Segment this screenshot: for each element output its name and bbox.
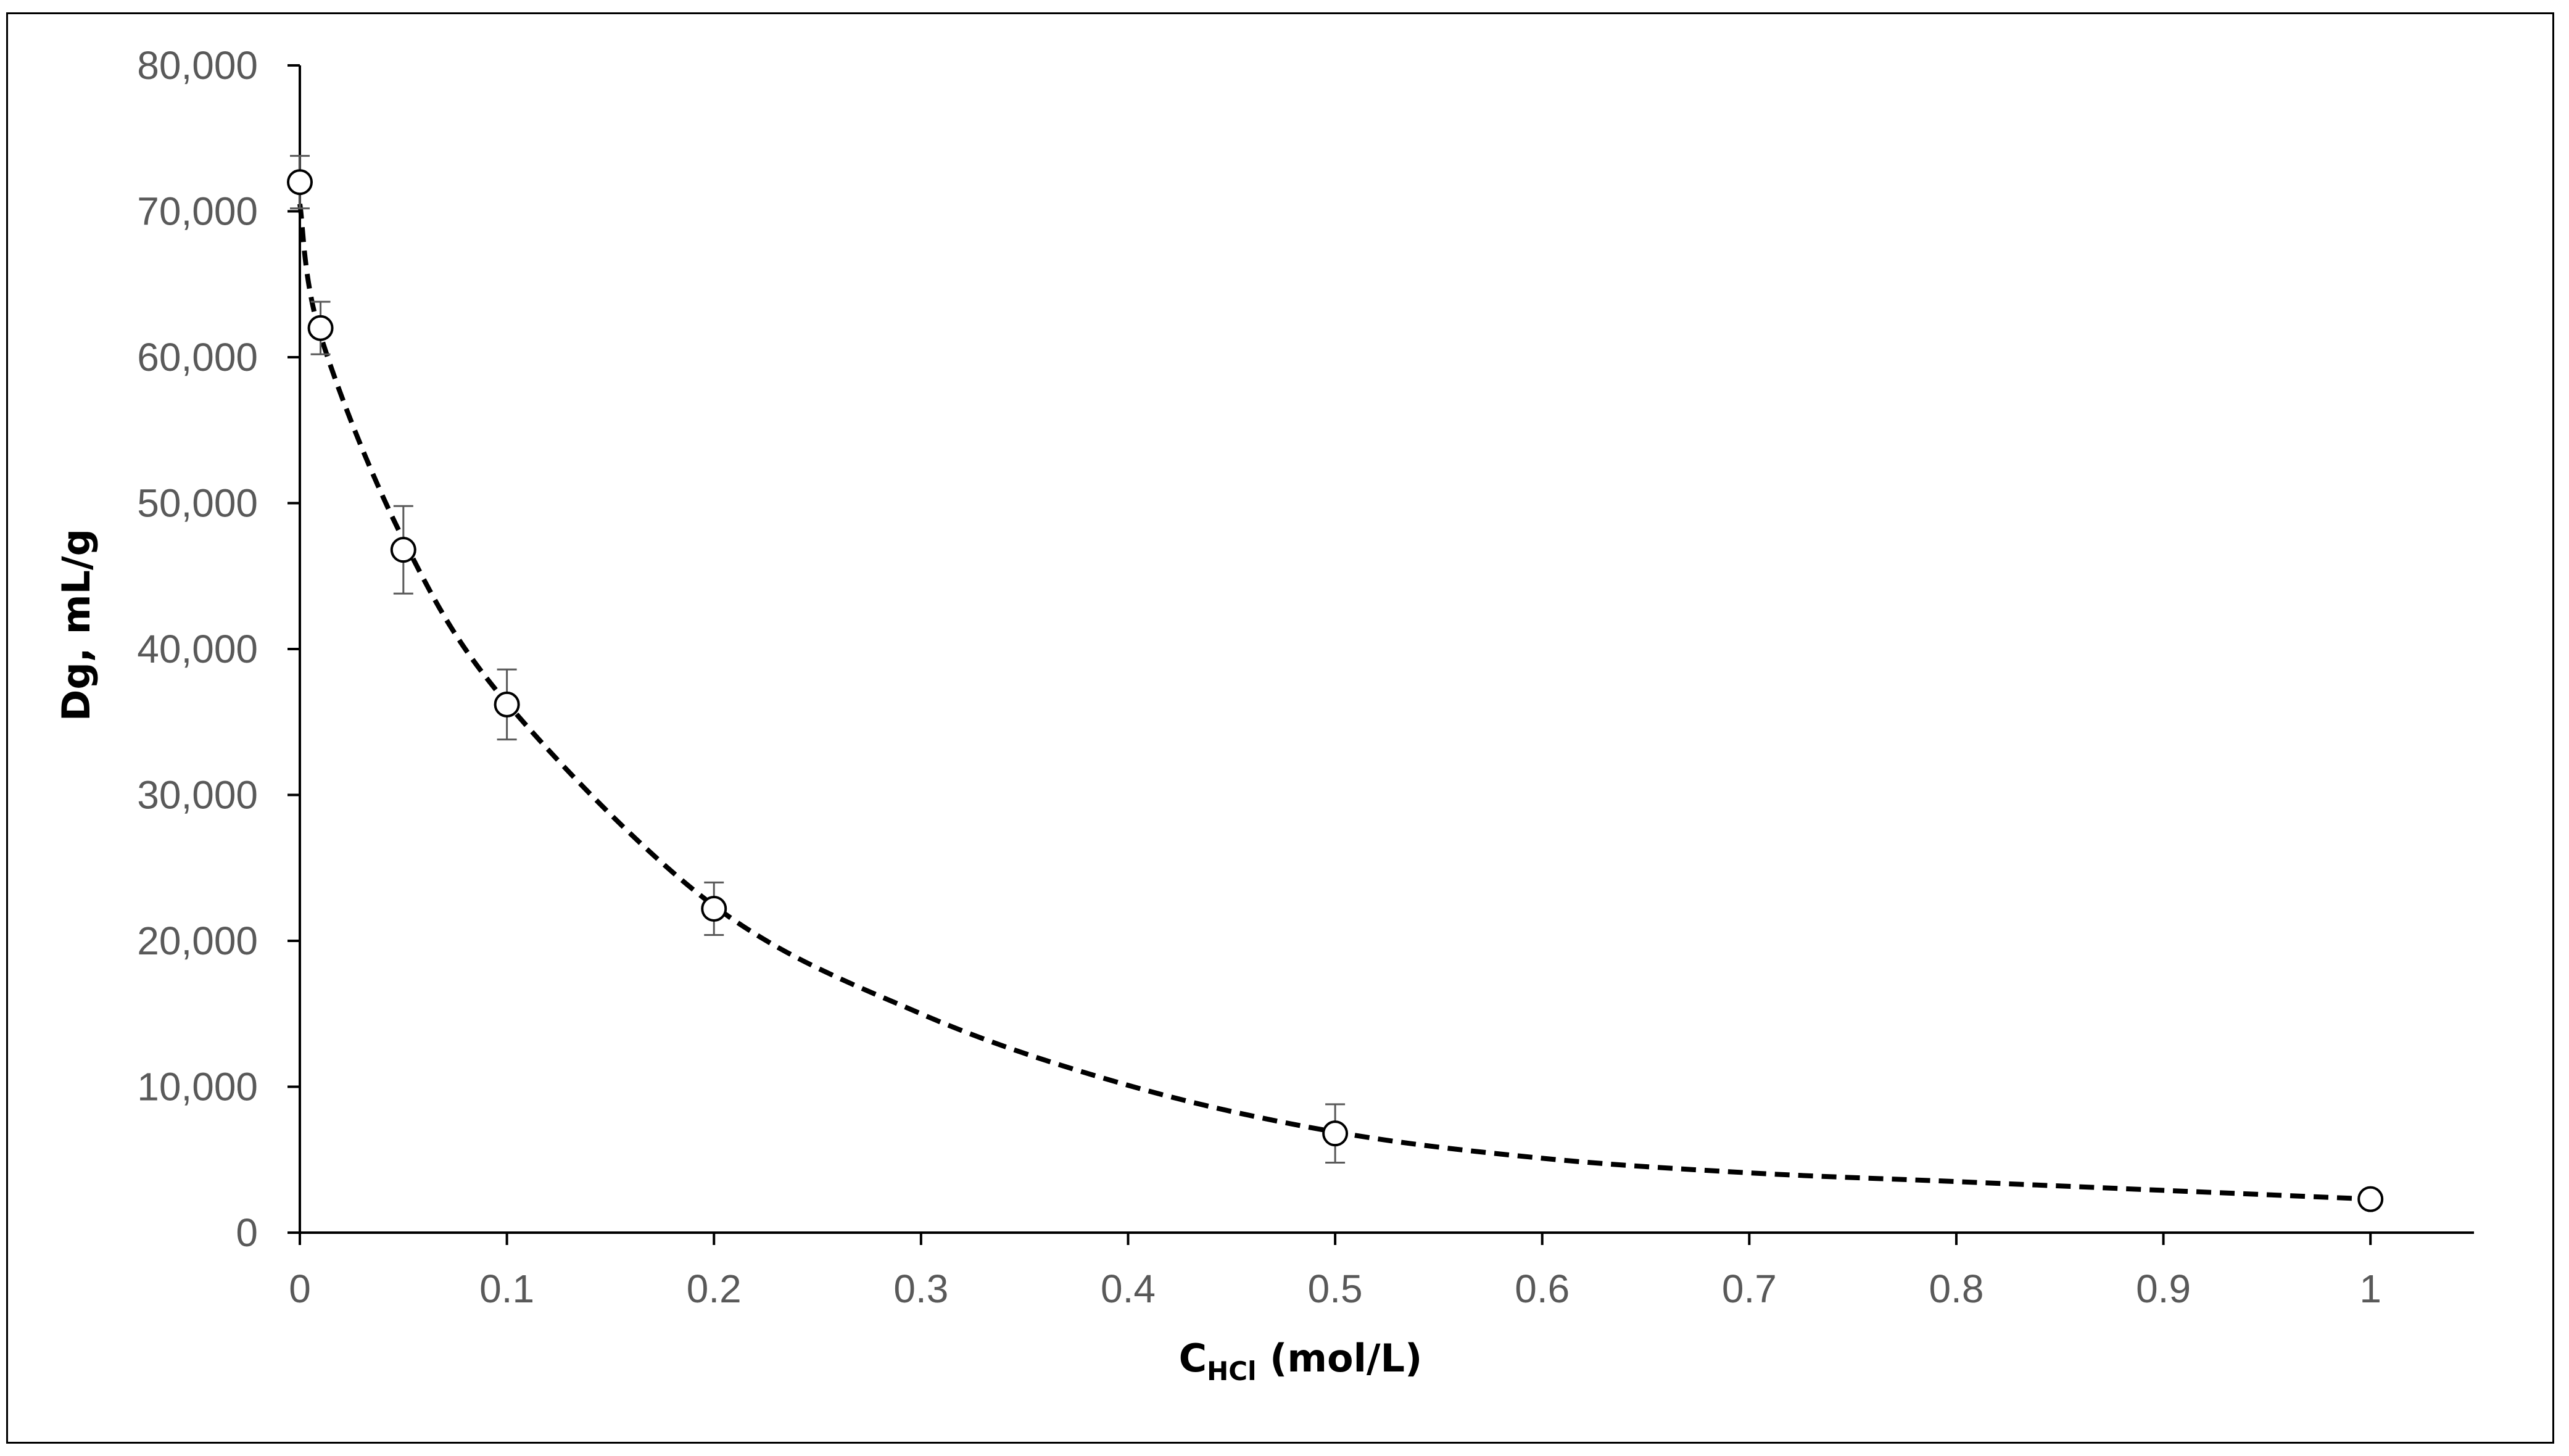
y-tick-label: 50,000 — [137, 481, 258, 526]
y-tick-label: 30,000 — [137, 773, 258, 817]
x-tick-label: 0.5 — [1308, 1267, 1363, 1311]
x-tick-label: 0.9 — [2136, 1267, 2191, 1311]
x-tick-label: 0.8 — [1929, 1267, 1984, 1311]
y-axis-title: Dg, mL/g — [54, 529, 99, 721]
data-point — [307, 315, 334, 341]
data-point — [1322, 1120, 1349, 1147]
x-axis-title-main: C — [1179, 1336, 1207, 1381]
plot-area: 0 10,000 20,000 30,000 40,000 50,000 60,000 70,… — [54, 43, 2474, 1386]
x-tick-label: 1 — [2359, 1267, 2381, 1311]
tick-labels: 0 10,000 20,000 30,000 40,000 50,000 60,000 70,… — [137, 43, 2381, 1311]
x-tick-label: 0.1 — [479, 1267, 534, 1311]
y-tick-label: 0 — [236, 1210, 258, 1255]
y-tick-label: 40,000 — [137, 627, 258, 671]
data-points — [287, 169, 2384, 1212]
trendline — [297, 204, 2371, 1202]
x-axis-title-sub: HCl — [1207, 1356, 1256, 1386]
chart-frame: 0 10,000 20,000 30,000 40,000 50,000 60,000 70,… — [6, 12, 2554, 1444]
error-bars — [290, 155, 1346, 1164]
x-tick-label: 0.3 — [893, 1267, 948, 1311]
x-axis-title-rest: (mol/L) — [1257, 1336, 1423, 1381]
y-tick-label: 60,000 — [137, 335, 258, 379]
y-tick-label: 70,000 — [137, 189, 258, 234]
y-tick-label: 80,000 — [137, 43, 258, 88]
data-point — [390, 537, 416, 563]
data-point — [2357, 1186, 2384, 1212]
x-tick-label: 0.2 — [687, 1267, 742, 1311]
x-tick-label: 0 — [289, 1267, 311, 1311]
x-tick-label: 0.4 — [1101, 1267, 1156, 1311]
data-point — [287, 169, 313, 196]
data-point — [701, 895, 727, 922]
y-tick-label: 10,000 — [137, 1065, 258, 1109]
x-axis-title: CHCl (mol/L) — [1179, 1336, 1423, 1386]
data-point — [494, 691, 520, 718]
x-tick-label: 0.6 — [1515, 1267, 1570, 1311]
y-tick-label: 20,000 — [137, 919, 258, 963]
axes — [288, 64, 2474, 1245]
trendline-group — [297, 204, 2371, 1202]
x-tick-label: 0.7 — [1722, 1267, 1777, 1311]
